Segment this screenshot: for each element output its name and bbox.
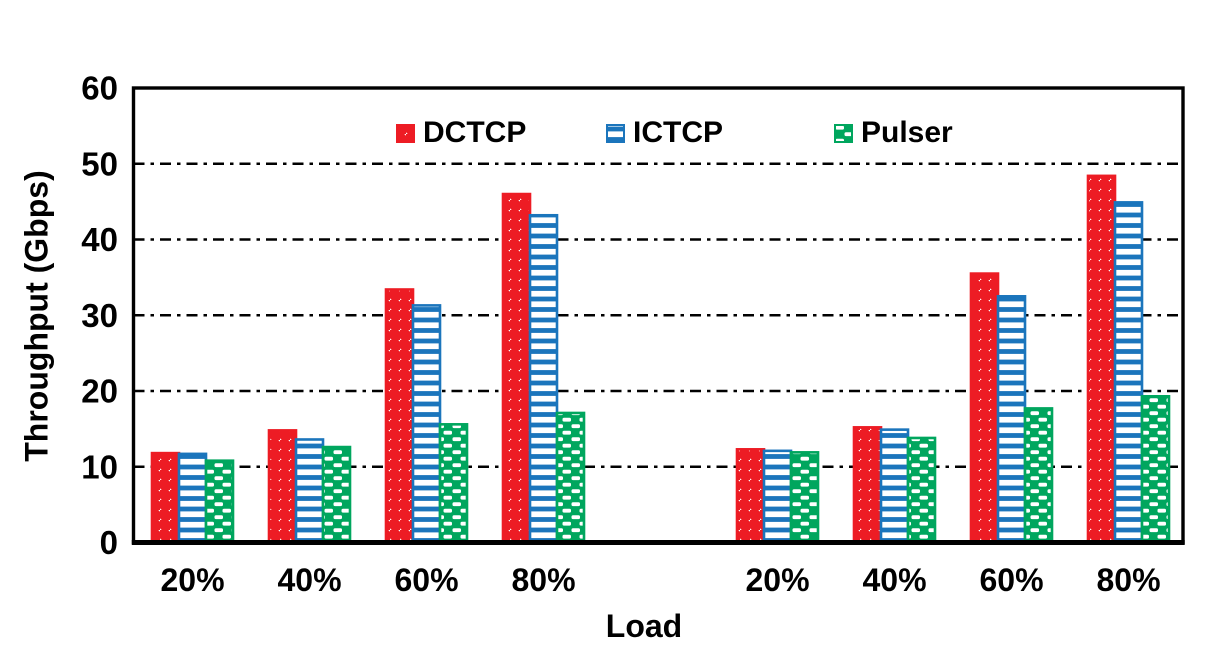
pulser-dots-swatch-icon [834, 123, 853, 143]
ictcp-lines-swatch-icon [606, 123, 625, 143]
y-tick-label-50: 50 [81, 145, 118, 182]
y-tick-label-60: 60 [81, 70, 118, 107]
bar-pulser-3 [555, 411, 586, 544]
y-tick-label-20: 20 [81, 373, 118, 410]
bar-ictcp-4 [762, 449, 793, 544]
x-axis-title: Load [605, 608, 683, 644]
bar-dctcp-2 [384, 288, 415, 544]
bar-ictcp-2 [411, 304, 442, 544]
x-tick-label-4: 20% [745, 562, 809, 598]
bar-dctcp-1 [267, 429, 298, 544]
bar-pulser-1 [321, 445, 352, 544]
x-tick-label-1: 40% [277, 562, 341, 598]
legend-item-dctcp: DCTCP [396, 116, 526, 150]
bar-dctcp-3 [501, 192, 532, 544]
bar-dctcp-6 [969, 272, 1000, 544]
bar-ictcp-6 [996, 295, 1027, 544]
x-tick-label-5: 40% [862, 562, 926, 598]
x-tick-label-7: 80% [1096, 562, 1160, 598]
bar-ictcp-0 [177, 452, 208, 544]
bar-dctcp-7 [1086, 174, 1117, 544]
dctcp-hatch-swatch-icon [396, 123, 415, 143]
bar-pulser-2 [438, 423, 469, 544]
bar-ictcp-1 [294, 438, 325, 544]
bar-ictcp-5 [879, 428, 910, 544]
y-tick-label-30: 30 [81, 297, 118, 334]
y-tick-label-10: 10 [81, 448, 118, 485]
y-axis-title: Throughput (Gbps) [18, 170, 55, 462]
bar-pulser-6 [1023, 407, 1054, 544]
bar-ictcp-7 [1113, 201, 1144, 544]
y-tick-label-0: 0 [100, 524, 118, 561]
bar-dctcp-4 [735, 448, 766, 544]
bar-dctcp-5 [852, 426, 883, 544]
bar-pulser-7 [1140, 395, 1171, 544]
x-tick-label-3: 80% [511, 562, 575, 598]
bar-pulser-4 [789, 451, 820, 544]
legend-label-pulser: Pulser [861, 116, 953, 149]
legend-label-dctcp: DCTCP [423, 116, 527, 149]
bar-dctcp-0 [150, 451, 181, 544]
bar-pulser-0 [204, 459, 235, 544]
x-tick-label-6: 60% [979, 562, 1043, 598]
bar-pulser-5 [906, 436, 937, 544]
y-tick-label-40: 40 [81, 221, 118, 258]
x-tick-label-2: 60% [394, 562, 458, 598]
legend-label-ictcp: ICTCP [633, 116, 723, 149]
legend-item-ictcp: ICTCP [606, 116, 723, 150]
bar-ictcp-3 [528, 213, 559, 544]
legend-item-pulser: Pulser [834, 116, 953, 150]
x-tick-label-0: 20% [160, 562, 224, 598]
